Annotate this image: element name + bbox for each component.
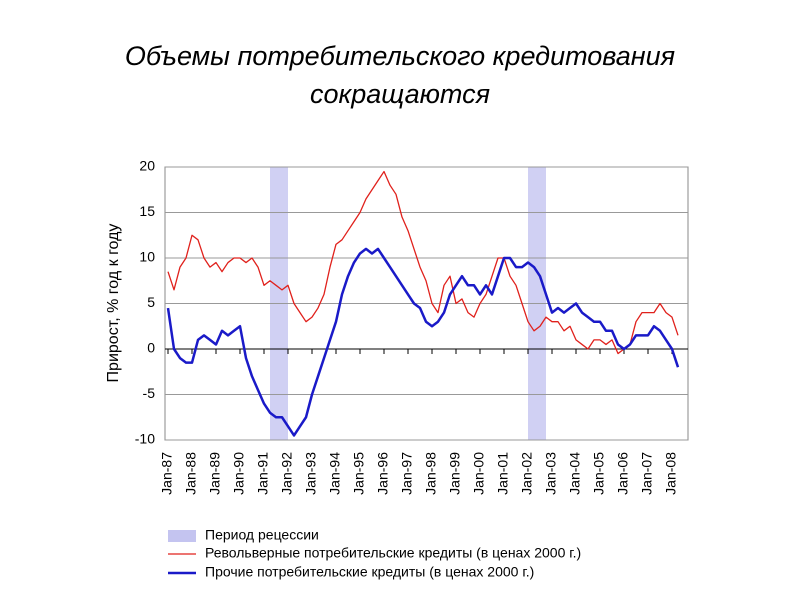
x-tick-label: Jan-88 <box>183 452 199 495</box>
x-tick-label: Jan-07 <box>639 452 655 495</box>
x-tick-label: Jan-05 <box>591 452 607 495</box>
y-tick-label: -10 <box>135 431 155 447</box>
x-tick-label: Jan-87 <box>159 452 175 495</box>
y-tick-label: 5 <box>147 294 155 310</box>
y-tick-label: 10 <box>139 249 155 265</box>
legend-label: Период рецессии <box>205 527 319 543</box>
x-tick-label: Jan-95 <box>351 452 367 495</box>
chart-subtitle: сокращаются <box>310 79 490 109</box>
legend-label: Прочие потребительские кредиты (в ценах … <box>205 564 534 580</box>
series-line <box>167 170 679 355</box>
y-tick-label: 15 <box>139 203 155 219</box>
x-tick-label: Jan-04 <box>567 452 583 495</box>
legend-swatch <box>168 530 196 542</box>
x-tick-label: Jan-02 <box>519 452 535 495</box>
x-tick-label: Jan-89 <box>207 452 223 495</box>
series-line <box>166 247 680 437</box>
x-tick-label: Jan-92 <box>279 452 295 495</box>
x-tick-label: Jan-99 <box>447 452 463 495</box>
x-tick-label: Jan-03 <box>543 452 559 495</box>
legend-label: Револьверные потребительские кредиты (в … <box>205 545 581 561</box>
chart-title: Объемы потребительского кредитования <box>125 41 675 71</box>
x-tick-label: Jan-96 <box>375 452 391 495</box>
x-tick-label: Jan-00 <box>471 452 487 495</box>
x-tick-label: Jan-08 <box>663 452 679 495</box>
y-tick-label: -5 <box>143 385 156 401</box>
y-tick-label: 20 <box>139 158 155 174</box>
y-tick-label: 0 <box>147 340 155 356</box>
x-tick-label: Jan-98 <box>423 452 439 495</box>
x-tick-label: Jan-01 <box>495 452 511 495</box>
y-axis-label: Прирост, % год к году <box>105 224 122 383</box>
x-tick-label: Jan-91 <box>255 452 271 495</box>
x-tick-label: Jan-93 <box>303 452 319 495</box>
x-tick-label: Jan-90 <box>231 452 247 495</box>
x-tick-label: Jan-94 <box>327 452 343 495</box>
x-tick-label: Jan-06 <box>615 452 631 495</box>
x-tick-label: Jan-97 <box>399 452 415 495</box>
